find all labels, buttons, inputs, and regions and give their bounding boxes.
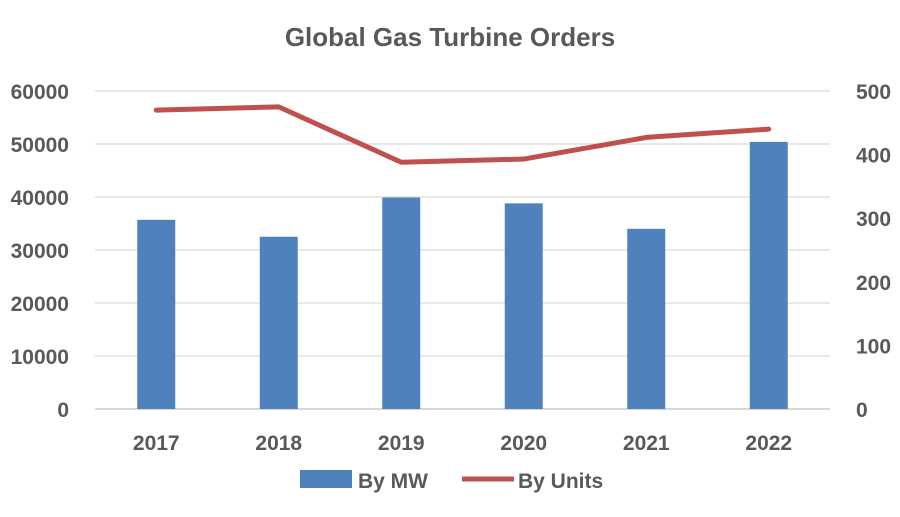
- y-axis-left: 0 10000 20000 30000 40000 50000 60000: [11, 81, 69, 422]
- bar: [504, 203, 543, 409]
- y-left-tick-label: 60000: [11, 81, 69, 104]
- y-right-tick-label: 100: [856, 335, 891, 358]
- y-left-tick-label: 50000: [11, 134, 69, 157]
- legend-label-by-units: By Units: [518, 470, 603, 493]
- bar: [627, 228, 666, 409]
- bar: [259, 236, 298, 409]
- x-axis: 2017 2018 2019 2020 2021 2022: [133, 432, 792, 455]
- line-path: [153, 104, 772, 165]
- x-tick-label: 2022: [745, 432, 792, 455]
- bar: [382, 197, 421, 409]
- gridlines: [95, 90, 830, 410]
- y-right-tick-label: 0: [856, 399, 868, 422]
- x-tick-label: 2018: [255, 432, 302, 455]
- x-tick-label: 2021: [623, 432, 670, 455]
- y-left-tick-label: 30000: [11, 240, 69, 263]
- y-axis-right: 0 100 200 300 400 500: [856, 81, 891, 422]
- y-left-tick-label: 40000: [11, 187, 69, 210]
- x-tick-label: 2017: [133, 432, 180, 455]
- y-right-tick-label: 400: [856, 145, 891, 168]
- y-right-tick-label: 200: [856, 272, 891, 295]
- x-tick-label: 2020: [500, 432, 547, 455]
- bar: [749, 141, 788, 409]
- line-series-by-units: [153, 104, 772, 165]
- legend-swatch-by-mw: [300, 470, 352, 488]
- x-tick-label: 2019: [378, 432, 425, 455]
- bar: [137, 219, 176, 409]
- y-left-tick-label: 0: [57, 399, 69, 422]
- y-left-tick-label: 10000: [11, 346, 69, 369]
- y-right-tick-label: 300: [856, 208, 891, 231]
- bar-series-by-mw: [137, 141, 788, 409]
- y-right-tick-label: 500: [856, 81, 891, 104]
- legend: By MW By Units: [300, 470, 603, 493]
- legend-label-by-mw: By MW: [358, 470, 428, 493]
- chart-title: Global Gas Turbine Orders: [285, 22, 615, 52]
- y-left-tick-label: 20000: [11, 293, 69, 316]
